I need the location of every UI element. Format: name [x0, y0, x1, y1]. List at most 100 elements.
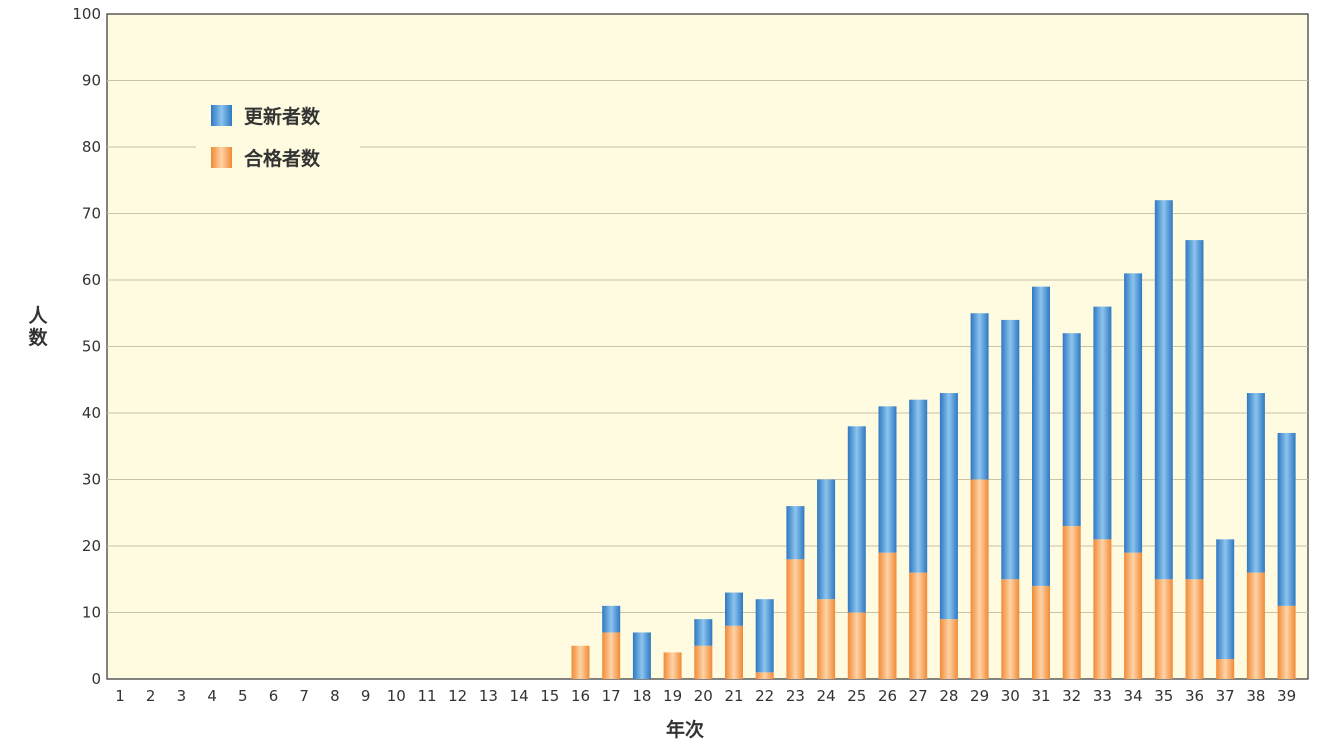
- bar-segment: [1093, 539, 1112, 679]
- bar-segment: [939, 619, 958, 679]
- bar-segment: [878, 406, 897, 553]
- x-tick-label: 13: [479, 687, 498, 705]
- bar-segment: [1185, 240, 1204, 580]
- bar-segment: [725, 625, 743, 679]
- bar-segment: [817, 599, 836, 679]
- x-tick-label: 17: [602, 687, 621, 705]
- x-tick-label: 37: [1216, 687, 1235, 705]
- x-tick-label: 16: [571, 687, 590, 705]
- y-tick-label: 70: [82, 205, 101, 223]
- bar-segment: [1032, 585, 1050, 679]
- bar-segment: [939, 393, 958, 620]
- bar-segment: [1277, 605, 1296, 679]
- x-tick-label: 26: [878, 687, 897, 705]
- y-tick-label: 50: [82, 338, 101, 356]
- bar-segment: [602, 632, 621, 679]
- y-tick-label: 60: [82, 271, 101, 289]
- x-tick-label: 33: [1093, 687, 1112, 705]
- bar-segment: [1246, 393, 1265, 573]
- x-tick-label: 25: [847, 687, 866, 705]
- bar-segment: [755, 599, 774, 673]
- x-tick-label: 27: [909, 687, 928, 705]
- x-tick-label: 14: [510, 687, 529, 705]
- x-tick-label: 2: [146, 687, 156, 705]
- x-tick-label: 32: [1062, 687, 1081, 705]
- x-tick-label: 3: [177, 687, 187, 705]
- bar-segment: [1124, 552, 1143, 679]
- y-tick-label: 80: [82, 138, 101, 156]
- bar-segment: [878, 552, 897, 679]
- bar-segment: [632, 632, 651, 679]
- bar-segment: [694, 619, 713, 646]
- x-tick-label: 10: [387, 687, 406, 705]
- x-axis-ticks: 1 2 3 4 5 6 7 8 9 10 11 12 13 14 15 16 17 18 19 20 21 22 23 24 2…: [115, 687, 1296, 705]
- legend-label: 合格者数: [244, 147, 321, 170]
- bar-segment: [786, 559, 805, 679]
- y-axis-title: 人数: [28, 305, 48, 349]
- x-tick-label: 9: [361, 687, 371, 705]
- bar-segment: [1124, 273, 1143, 553]
- bar-segment: [970, 479, 989, 679]
- bar-segment: [725, 592, 743, 626]
- bar-segment: [1277, 432, 1296, 606]
- legend-swatch: [211, 147, 232, 168]
- bar-segment: [1093, 306, 1112, 540]
- legend-swatch: [211, 105, 232, 126]
- bar-segment: [602, 605, 621, 633]
- bar-segment: [970, 313, 989, 480]
- x-tick-label: 12: [448, 687, 467, 705]
- bars: [571, 200, 1296, 679]
- bar-segment: [571, 645, 590, 679]
- x-tick-label: 7: [299, 687, 309, 705]
- x-tick-label: 19: [663, 687, 682, 705]
- bar-segment: [1216, 539, 1235, 660]
- x-tick-label: 1: [115, 687, 125, 705]
- x-tick-label: 39: [1277, 687, 1296, 705]
- x-tick-label: 31: [1031, 687, 1050, 705]
- bar-segment: [1032, 286, 1050, 586]
- x-tick-label: 29: [970, 687, 989, 705]
- y-tick-label: 30: [82, 471, 101, 489]
- bar-segment: [817, 479, 836, 600]
- bar-segment: [1001, 319, 1020, 580]
- y-tick-label: 0: [91, 670, 101, 688]
- x-tick-label: 8: [330, 687, 340, 705]
- bar-segment: [755, 672, 774, 679]
- y-tick-label: 20: [82, 537, 101, 555]
- x-tick-label: 15: [540, 687, 559, 705]
- bar-segment: [909, 399, 928, 573]
- x-tick-label: 36: [1185, 687, 1204, 705]
- x-tick-label: 35: [1154, 687, 1173, 705]
- bar-segment: [847, 426, 866, 613]
- bar-segment: [786, 506, 805, 560]
- x-tick-label: 11: [417, 687, 436, 705]
- x-tick-label: 38: [1246, 687, 1265, 705]
- bar-segment: [1062, 333, 1081, 527]
- bar-segment: [1216, 659, 1235, 679]
- bar-segment: [1001, 579, 1020, 679]
- y-tick-label: 90: [82, 72, 101, 90]
- bar-segment: [1062, 526, 1081, 679]
- x-tick-label: 34: [1124, 687, 1143, 705]
- bar-segment: [1154, 579, 1173, 679]
- bar-segment: [847, 612, 866, 679]
- y-tick-label: 10: [82, 604, 101, 622]
- y-tick-label: 100: [72, 5, 101, 23]
- x-tick-label: 22: [755, 687, 774, 705]
- bar-segment: [1185, 579, 1204, 679]
- x-tick-label: 6: [269, 687, 279, 705]
- bar-segment: [663, 652, 682, 679]
- bar-segment: [694, 645, 713, 679]
- x-tick-label: 30: [1001, 687, 1020, 705]
- x-tick-label: 4: [207, 687, 217, 705]
- legend-label: 更新者数: [244, 105, 321, 128]
- x-axis-title: 年次: [666, 718, 704, 741]
- x-tick-label: 28: [939, 687, 958, 705]
- x-tick-label: 20: [694, 687, 713, 705]
- bar-segment: [1246, 572, 1265, 679]
- y-tick-label: 40: [82, 404, 101, 422]
- bar-segment: [1154, 200, 1173, 580]
- bar-segment: [909, 572, 928, 679]
